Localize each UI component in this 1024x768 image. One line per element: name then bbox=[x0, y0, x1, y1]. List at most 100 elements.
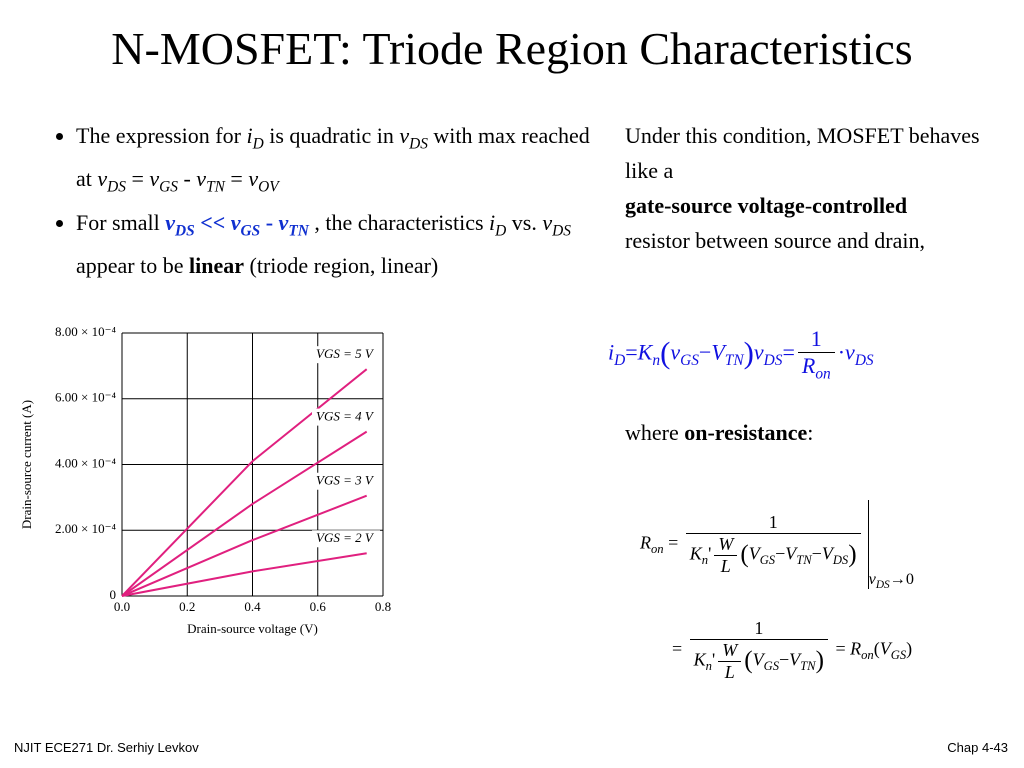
text-run: v bbox=[165, 209, 175, 235]
text-run: K bbox=[689, 543, 702, 564]
text-run: D bbox=[252, 135, 264, 153]
legend-bg bbox=[312, 530, 380, 548]
text-run: − bbox=[811, 543, 822, 564]
text-run: = bbox=[125, 166, 150, 192]
text-run: V bbox=[748, 543, 760, 564]
text-run: K bbox=[637, 339, 653, 365]
equation: Ron = 1 Kn' W L (VGS−VTN−VDS) vDS→0 bbox=[640, 500, 914, 591]
text-run: K bbox=[693, 649, 706, 670]
text-run: R bbox=[801, 353, 816, 378]
text-run: - bbox=[804, 193, 813, 218]
text-run: − bbox=[779, 649, 790, 670]
text-run: n bbox=[705, 659, 712, 674]
text-run: v bbox=[670, 339, 681, 365]
denominator: Kn' W L (VGS−VTN−VDS) bbox=[686, 534, 861, 577]
info-line: gate-source voltage-controlled bbox=[625, 188, 1005, 223]
text-run: where bbox=[625, 420, 685, 445]
text-run: controlled bbox=[812, 193, 908, 218]
text-run: v bbox=[868, 570, 876, 589]
text-run: = bbox=[625, 339, 638, 365]
text-run: ) bbox=[848, 541, 857, 569]
text-run: on-resistance bbox=[684, 420, 808, 445]
text-run: DS bbox=[854, 352, 874, 370]
text-run: v bbox=[230, 209, 241, 235]
equation: = 1 Kn' W L (VGS−VTN) = Ron(VGS) bbox=[672, 618, 912, 683]
text-run: i bbox=[608, 339, 615, 365]
fraction: 1 Kn' W L (VGS−VTN) bbox=[689, 618, 828, 683]
text-run: →0 bbox=[889, 570, 914, 589]
text-run: v bbox=[399, 123, 410, 148]
fraction: 1 Ron bbox=[797, 326, 835, 383]
numerator: W bbox=[718, 640, 742, 662]
text-run: D bbox=[614, 352, 626, 370]
text-run: TN bbox=[724, 352, 744, 370]
text-run: ( bbox=[873, 638, 880, 659]
text-run: GS bbox=[759, 553, 776, 568]
text-run: v bbox=[196, 166, 207, 192]
text-run: = bbox=[663, 532, 683, 553]
text-run: = bbox=[830, 638, 851, 659]
text-run: 1 bbox=[754, 618, 764, 638]
series-line bbox=[121, 368, 368, 597]
text-run: ' bbox=[708, 543, 712, 564]
text-run: v bbox=[278, 209, 289, 235]
text-run: − bbox=[698, 339, 712, 365]
denominator: Ron bbox=[798, 353, 835, 383]
text-run: resistor between source and drain, bbox=[625, 228, 925, 253]
text-run: = bbox=[672, 638, 687, 659]
text-run: W bbox=[718, 534, 734, 554]
text-run: V bbox=[785, 543, 797, 564]
text-run: OV bbox=[258, 178, 279, 196]
text-run: DS bbox=[107, 178, 126, 196]
text-run: ' bbox=[711, 649, 716, 670]
text-run: TN bbox=[206, 178, 225, 196]
text-run: DS bbox=[763, 352, 783, 370]
evaluation-point: vDS→0 bbox=[868, 570, 914, 592]
text-run: · bbox=[837, 339, 846, 365]
text-run: = bbox=[224, 166, 249, 192]
where-text: where on-resistance: bbox=[625, 420, 813, 446]
text-run: TN bbox=[288, 222, 309, 240]
equation: iD=Kn(vGS−VTN)vDS= 1 Ron ·vDS bbox=[608, 326, 874, 383]
text-run: For small bbox=[76, 209, 166, 235]
chart: 0 2.00 × 10⁻⁴ 4.00 × 10⁻⁴ 6.00 × 10⁻⁴ 8.00 ×… bbox=[19, 324, 391, 636]
text-run: v bbox=[753, 339, 764, 365]
text-run: L bbox=[720, 556, 731, 576]
text-run: i bbox=[246, 123, 253, 148]
text-run: = bbox=[782, 339, 795, 365]
y-tick-label: 6.00 × 10⁻⁴ bbox=[55, 390, 116, 405]
y-tick-label: 2.00 × 10⁻⁴ bbox=[55, 521, 116, 536]
text-run: DS bbox=[552, 222, 571, 240]
text-run: GS bbox=[240, 222, 261, 240]
y-tick-label: 4.00 × 10⁻⁴ bbox=[55, 455, 116, 470]
text-run: ) bbox=[815, 647, 824, 675]
y-axis-label: Drain-source current (A) bbox=[19, 400, 34, 529]
text-run: DS bbox=[175, 222, 195, 240]
denominator: L bbox=[718, 662, 741, 683]
text-run: V bbox=[879, 638, 891, 659]
legend-bg bbox=[312, 346, 380, 364]
text-run: : bbox=[807, 420, 814, 445]
series-label: VGS = 4 V bbox=[316, 409, 375, 424]
text-run: V bbox=[821, 543, 833, 564]
text-run: on bbox=[815, 365, 831, 383]
text-run: TN bbox=[796, 553, 812, 568]
footer-right: Chap 4-43 bbox=[947, 740, 1008, 755]
text-run: 1 bbox=[768, 512, 778, 532]
x-tick-label: 0.6 bbox=[310, 599, 327, 614]
text-run: ) bbox=[906, 638, 913, 659]
text-run: linear bbox=[189, 253, 244, 279]
evaluation-bar: 1 Kn' W L (VGS−VTN−VDS) bbox=[683, 500, 869, 589]
text-run: DS bbox=[875, 579, 890, 592]
text-run: V bbox=[789, 649, 801, 670]
series-label: VGS = 5 V bbox=[316, 346, 375, 361]
numerator: 1 bbox=[685, 512, 861, 534]
text-run: v bbox=[149, 166, 160, 192]
text-run: << bbox=[194, 209, 231, 235]
text-run: DS bbox=[832, 553, 849, 568]
x-tick-label: 0.0 bbox=[114, 599, 130, 614]
text-run: ( bbox=[660, 335, 671, 370]
